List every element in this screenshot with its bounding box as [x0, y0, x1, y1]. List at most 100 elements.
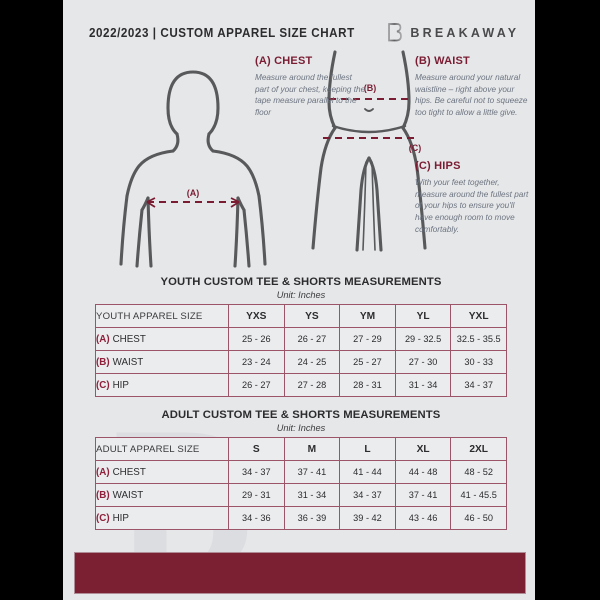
- adult-waist-l: 34 - 37: [339, 483, 396, 507]
- table-row: (B) WAIST 23 - 24 24 - 25 25 - 27 27 - 30…: [95, 350, 507, 374]
- footer-bar: [74, 552, 526, 594]
- torso-figure: [119, 70, 267, 268]
- adult-size-table: ADULT APPAREL SIZE S M L XL 2XL (A) CHEST…: [95, 437, 507, 530]
- body-figures-svg: (A): [119, 50, 427, 268]
- measurement-diagram: (A): [63, 50, 535, 272]
- youth-row-chest-name: CHEST: [112, 333, 146, 345]
- adult-col-m: M: [283, 437, 341, 461]
- youth-waist-ys: 24 - 25: [283, 350, 341, 374]
- adult-row-hip-tag: (C): [96, 512, 110, 524]
- adult-col-s: S: [228, 437, 285, 461]
- chest-line-label: (A): [187, 188, 200, 198]
- adult-chest-xl: 44 - 48: [394, 460, 452, 484]
- page-header: 2022/2023 | CUSTOM APPAREL SIZE CHART: [63, 18, 535, 48]
- youth-row-hip-label: (C) HIP: [95, 373, 229, 397]
- youth-table-block: YOUTH CUSTOM TEE & SHORTS MEASUREMENTS U…: [95, 276, 507, 397]
- youth-hip-yxs: 26 - 27: [228, 373, 285, 397]
- callout-chest-title: (A) CHEST: [255, 55, 313, 67]
- adult-row-chest-name: CHEST: [112, 466, 146, 478]
- youth-hip-ym: 28 - 31: [339, 373, 396, 397]
- youth-col-ym: YM: [339, 304, 396, 328]
- youth-col-yl: YL: [394, 304, 452, 328]
- youth-waist-yxl: 30 - 33: [450, 350, 507, 374]
- adult-row-chest-label: (A) CHEST: [95, 460, 229, 484]
- youth-size-table: YOUTH APPAREL SIZE YXS YS YM YL YXL (A) C…: [95, 304, 507, 397]
- adult-waist-xl: 37 - 41: [394, 483, 452, 507]
- adult-table-block: ADULT CUSTOM TEE & SHORTS MEASUREMENTS U…: [95, 409, 507, 530]
- adult-chest-l: 41 - 44: [339, 460, 396, 484]
- youth-col-yxl: YXL: [450, 304, 507, 328]
- youth-waist-ym: 25 - 27: [339, 350, 396, 374]
- youth-table-title: YOUTH CUSTOM TEE & SHORTS MEASUREMENTS: [160, 276, 442, 288]
- youth-header-row: YOUTH APPAREL SIZE YXS YS YM YL YXL: [95, 304, 507, 328]
- adult-row-waist-name: WAIST: [112, 489, 144, 501]
- adult-size-label: ADULT APPAREL SIZE: [95, 437, 229, 461]
- youth-hip-yxl: 34 - 37: [450, 373, 507, 397]
- hip-line-label: (C): [409, 143, 422, 153]
- adult-col-xl: XL: [394, 437, 452, 461]
- waist-line-label: (B): [364, 83, 377, 93]
- adult-row-hip-name: HIP: [112, 512, 129, 524]
- callout-hips-body: With your feet together, measure around …: [415, 178, 529, 234]
- youth-chest-yxs: 25 - 26: [228, 327, 285, 351]
- adult-hip-l: 39 - 42: [339, 506, 396, 530]
- adult-chest-m: 37 - 41: [283, 460, 341, 484]
- youth-row-chest-tag: (A): [96, 333, 110, 345]
- callout-hips: (C) HIPS With your feet together, measur…: [415, 160, 531, 235]
- adult-waist-m: 31 - 34: [283, 483, 341, 507]
- youth-chest-yxl: 32.5 - 35.5: [450, 327, 507, 351]
- youth-row-chest-label: (A) CHEST: [95, 327, 229, 351]
- callout-chest-body: Measure around the fullest part of your …: [255, 73, 366, 117]
- youth-col-ys: YS: [283, 304, 341, 328]
- youth-row-hip-tag: (C): [96, 379, 110, 391]
- youth-row-waist-tag: (B): [96, 356, 110, 368]
- adult-table-unit: Unit: Inches: [276, 423, 326, 433]
- youth-waist-yxs: 23 - 24: [228, 350, 285, 374]
- table-row: (A) CHEST 34 - 37 37 - 41 41 - 44 44 - 48…: [95, 460, 507, 484]
- youth-row-waist-name: WAIST: [112, 356, 144, 368]
- table-row: (C) HIP 26 - 27 27 - 28 28 - 31 31 - 34 3…: [95, 373, 507, 397]
- adult-header-row: ADULT APPAREL SIZE S M L XL 2XL: [95, 437, 507, 461]
- size-chart-page: B 2022/2023 | CUSTOM APPAREL SIZE CHART: [63, 0, 535, 600]
- brand-name: BREAKAWAY: [410, 26, 520, 40]
- brand-block: BREAKAWAY: [382, 21, 519, 45]
- adult-chest-2xl: 48 - 52: [450, 460, 507, 484]
- adult-col-2xl: 2XL: [450, 437, 507, 461]
- adult-hip-xl: 43 - 46: [394, 506, 452, 530]
- callout-chest: (A) CHEST Measure around the fullest par…: [255, 55, 367, 119]
- youth-chest-ys: 26 - 27: [283, 327, 341, 351]
- table-row: (C) HIP 34 - 36 36 - 39 39 - 42 43 - 46 4…: [95, 506, 507, 530]
- b-monogram-logo-icon: [384, 22, 403, 44]
- callout-waist-title: (B) WAIST: [415, 55, 470, 67]
- page-title: 2022/2023 | CUSTOM APPAREL SIZE CHART: [88, 26, 355, 40]
- youth-row-hip-name: HIP: [112, 379, 129, 391]
- adult-chest-s: 34 - 37: [228, 460, 285, 484]
- table-row: (B) WAIST 29 - 31 31 - 34 34 - 37 37 - 41…: [95, 483, 507, 507]
- adult-row-hip-label: (C) HIP: [95, 506, 229, 530]
- youth-chest-yl: 29 - 32.5: [394, 327, 452, 351]
- callout-waist-body: Measure around your natural waistline – …: [415, 73, 528, 117]
- adult-hip-s: 34 - 36: [228, 506, 285, 530]
- adult-waist-2xl: 41 - 45.5: [450, 483, 507, 507]
- youth-row-waist-label: (B) WAIST: [95, 350, 229, 374]
- youth-waist-yl: 27 - 30: [394, 350, 452, 374]
- youth-hip-ys: 27 - 28: [283, 373, 341, 397]
- youth-table-unit: Unit: Inches: [276, 290, 326, 300]
- adult-hip-m: 36 - 39: [283, 506, 341, 530]
- adult-table-title: ADULT CUSTOM TEE & SHORTS MEASUREMENTS: [161, 409, 441, 421]
- chest-measure-line: [146, 197, 240, 208]
- adult-waist-s: 29 - 31: [228, 483, 285, 507]
- table-row: (A) CHEST 25 - 26 26 - 27 27 - 29 29 - 32…: [95, 327, 507, 351]
- adult-row-waist-tag: (B): [96, 489, 110, 501]
- youth-chest-ym: 27 - 29: [339, 327, 396, 351]
- youth-col-yxs: YXS: [228, 304, 285, 328]
- callout-hips-title: (C) HIPS: [415, 160, 461, 172]
- youth-hip-yl: 31 - 34: [394, 373, 452, 397]
- adult-hip-2xl: 46 - 50: [450, 506, 507, 530]
- adult-col-l: L: [339, 437, 396, 461]
- youth-size-label: YOUTH APPAREL SIZE: [95, 304, 229, 328]
- adult-row-waist-label: (B) WAIST: [95, 483, 229, 507]
- callout-waist: (B) WAIST Measure around your natural wa…: [415, 55, 531, 119]
- adult-row-chest-tag: (A): [96, 466, 110, 478]
